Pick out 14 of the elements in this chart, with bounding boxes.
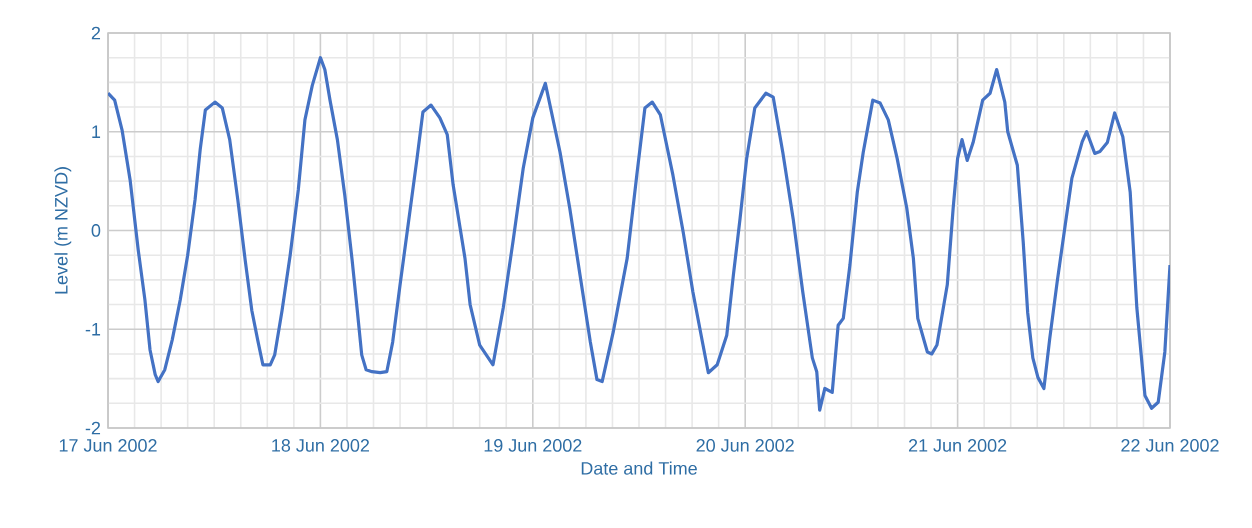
x-tick-label: 21 Jun 2002 (908, 439, 1007, 452)
x-tick-label: 17 Jun 2002 (59, 439, 157, 452)
line-series (108, 56, 1170, 412)
x-tick-label: 20 Jun 2002 (696, 439, 794, 452)
x-axis-title: Date and Time (581, 461, 697, 475)
x-tick-label: 18 Jun 2002 (272, 439, 370, 452)
y-tick-label: 0 (91, 224, 101, 237)
y-tick-label: -2 (85, 421, 101, 435)
y-tick-label: -1 (85, 323, 101, 336)
x-tick-label: 22 Jun 2002 (1121, 439, 1219, 452)
y-axis-title: Level (m NZVD) (54, 167, 72, 294)
y-tick-label: 1 (92, 125, 101, 138)
x-tick-label: 19 Jun 2002 (484, 439, 582, 452)
y-tick-label: 2 (91, 26, 101, 40)
